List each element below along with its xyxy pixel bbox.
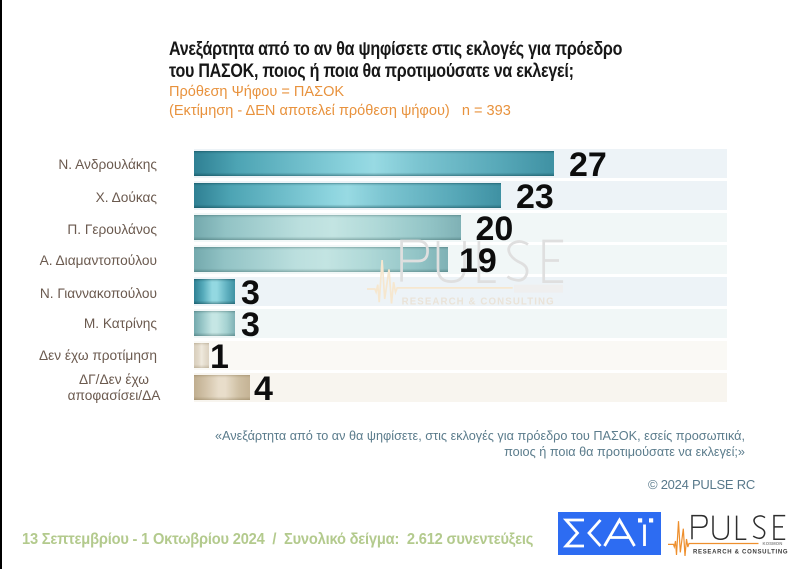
svg-text:RESEARCH & CONSULTING: RESEARCH & CONSULTING bbox=[402, 297, 555, 308]
svg-text:KOSMON: KOSMON bbox=[763, 541, 783, 546]
svg-text:RESEARCH & CONSULTING: RESEARCH & CONSULTING bbox=[693, 550, 788, 556]
